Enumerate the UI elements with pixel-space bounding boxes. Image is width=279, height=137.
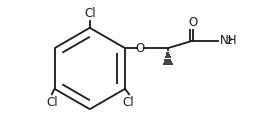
Text: 2: 2 — [226, 37, 232, 46]
Text: Cl: Cl — [84, 7, 96, 20]
Text: Cl: Cl — [46, 96, 58, 109]
Text: NH: NH — [220, 34, 238, 47]
Text: O: O — [188, 16, 197, 29]
Text: Cl: Cl — [122, 96, 134, 109]
Text: O: O — [136, 42, 145, 55]
